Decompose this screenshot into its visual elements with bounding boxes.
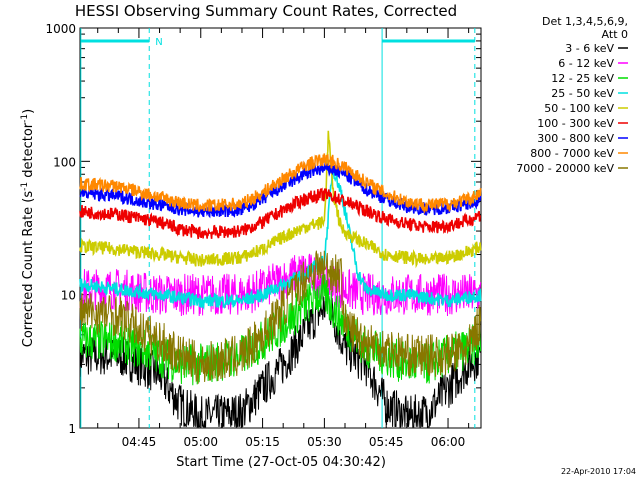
legend-label: 300 - 800 keV: [537, 132, 614, 145]
footer-timestamp: 22-Apr-2010 17:04: [561, 467, 636, 476]
x-tick-label: 05:30: [307, 435, 342, 449]
night-marker-label: N: [155, 37, 162, 48]
legend-header: Att 0: [602, 28, 628, 41]
y-tick-label: 1: [68, 422, 76, 436]
y-tick-label: 100: [53, 155, 76, 169]
x-axis-label: Start Time (27-Oct-05 04:30:42): [176, 455, 386, 470]
x-tick-label: 05:00: [183, 435, 218, 449]
x-tick-label: 05:15: [245, 435, 280, 449]
legend-label: 100 - 300 keV: [537, 117, 614, 130]
legend: Det 1,3,4,5,6,9,Att 03 - 6 keV 6 - 12 keV…: [516, 15, 628, 175]
x-tick-label: 06:00: [431, 435, 466, 449]
plot-area: 1 10 100 1000 04:45 05:00 05:15 05:30 05:45 06:00…: [45, 22, 482, 449]
legend-label: 800 - 7000 keV: [530, 147, 614, 160]
legend-label: 50 - 100 keV: [544, 102, 614, 115]
plot-frame: [79, 27, 482, 429]
series-line-1: [79, 253, 482, 317]
series-line-7: [79, 153, 482, 215]
y-axis-label: Corrected Count Rate (s-1 detector-1): [20, 109, 36, 347]
series-line-8: [79, 250, 482, 384]
legend-header: Det 1,3,4,5,6,9,: [542, 15, 628, 28]
legend-label: 6 - 12 keV: [558, 57, 614, 70]
series-line-5: [79, 187, 482, 240]
legend-label: 12 - 25 keV: [551, 72, 614, 85]
series-line-3: [79, 166, 482, 310]
y-tick-label: 1000: [45, 22, 76, 36]
x-tick-label: 04:45: [122, 435, 157, 449]
x-tick-label: 05:45: [369, 435, 404, 449]
series-line-4: [79, 130, 482, 269]
legend-label: 3 - 6 keV: [565, 42, 614, 55]
legend-label: 7000 - 20000 keV: [516, 162, 614, 175]
legend-label: 25 - 50 keV: [551, 87, 614, 100]
chart-title: HESSI Observing Summary Count Rates, Cor…: [75, 2, 457, 20]
y-tick-label: 10: [61, 289, 76, 303]
